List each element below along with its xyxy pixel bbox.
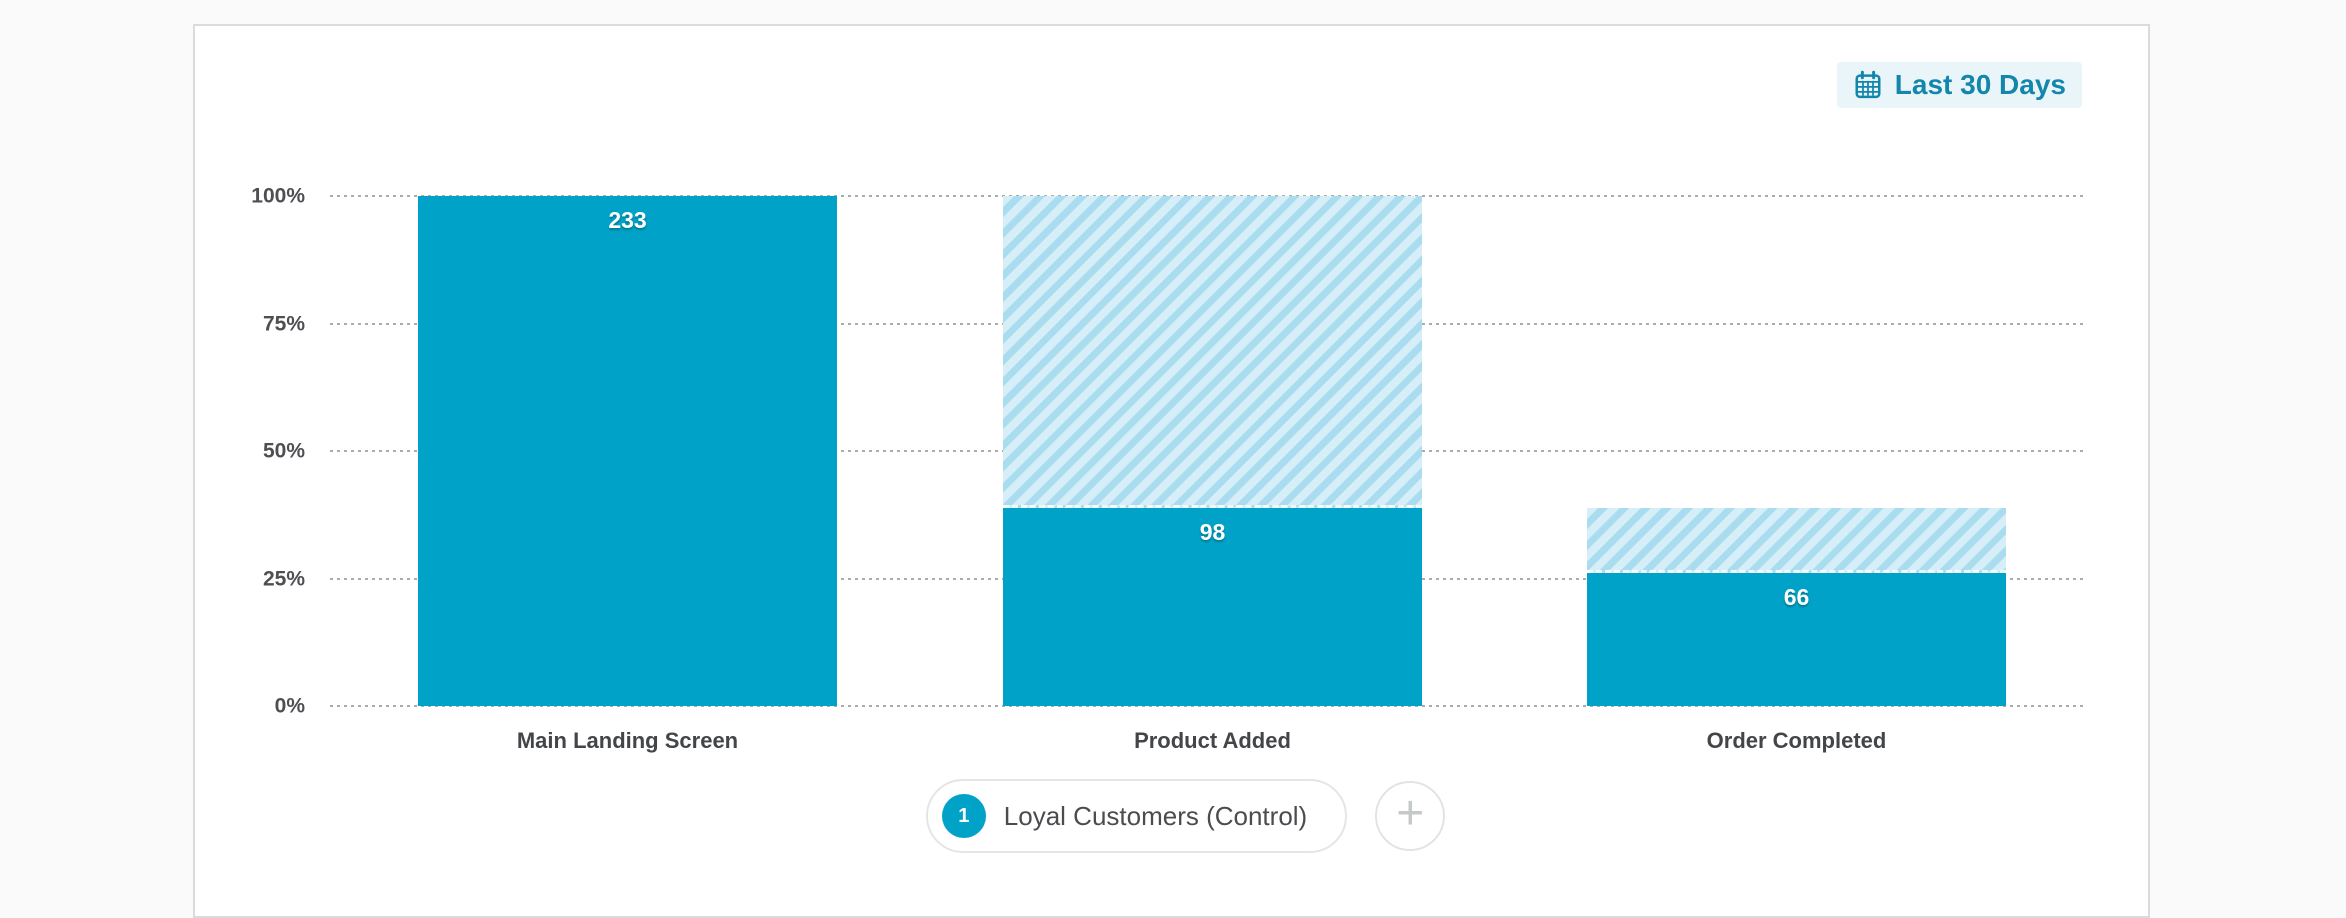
y-axis-tick-label: 50% [262,439,305,463]
funnel-dropoff-segment[interactable] [1587,508,2006,573]
gridline [330,705,2087,707]
y-axis-tick-label: 75% [262,312,305,335]
x-axis-category-label: Main Landing Screen [516,728,739,753]
add-series-button[interactable]: + [1375,781,1446,851]
date-range-button[interactable]: Last 30 Days [1836,62,2082,108]
x-axis-category-label: Product Added [1134,728,1291,753]
plot-area: 100% 75% 50% 25% 0% 233 Main Landing Screen 98 P… [251,186,2087,753]
legend-item-loyal-customers[interactable]: 1 Loyal Customers (Control) [925,779,1348,853]
funnel-converted-segment[interactable]: 66 [1587,572,2006,706]
funnel-dropoff-segment[interactable] [1003,196,1422,509]
y-axis-tick-label: 100% [251,184,305,208]
series-label: Loyal Customers (Control) [1003,800,1308,831]
funnel-converted-segment[interactable]: 98 [1003,508,1422,706]
x-axis-category-label: Order Completed [1706,728,1887,753]
bar-value-label: 233 [608,207,647,233]
funnel-converted-segment[interactable]: 233 [418,196,837,706]
y-axis-tick-label: 25% [262,567,305,590]
date-range-label: Last 30 Days [1894,69,2066,100]
legend-row: 1 Loyal Customers (Control) + [209,779,2162,853]
series-index-badge: 1 [941,794,986,838]
plus-icon: + [1396,786,1425,840]
bar-value-label: 66 [1783,583,1810,610]
funnel-report-card: Last 30 Days 100% 75% 50% 25% 0% 233 Main Land… [193,24,2150,918]
calendar-icon [1855,70,1881,99]
bar-value-label: 98 [1199,519,1226,546]
y-axis-tick-label: 0% [274,694,305,718]
